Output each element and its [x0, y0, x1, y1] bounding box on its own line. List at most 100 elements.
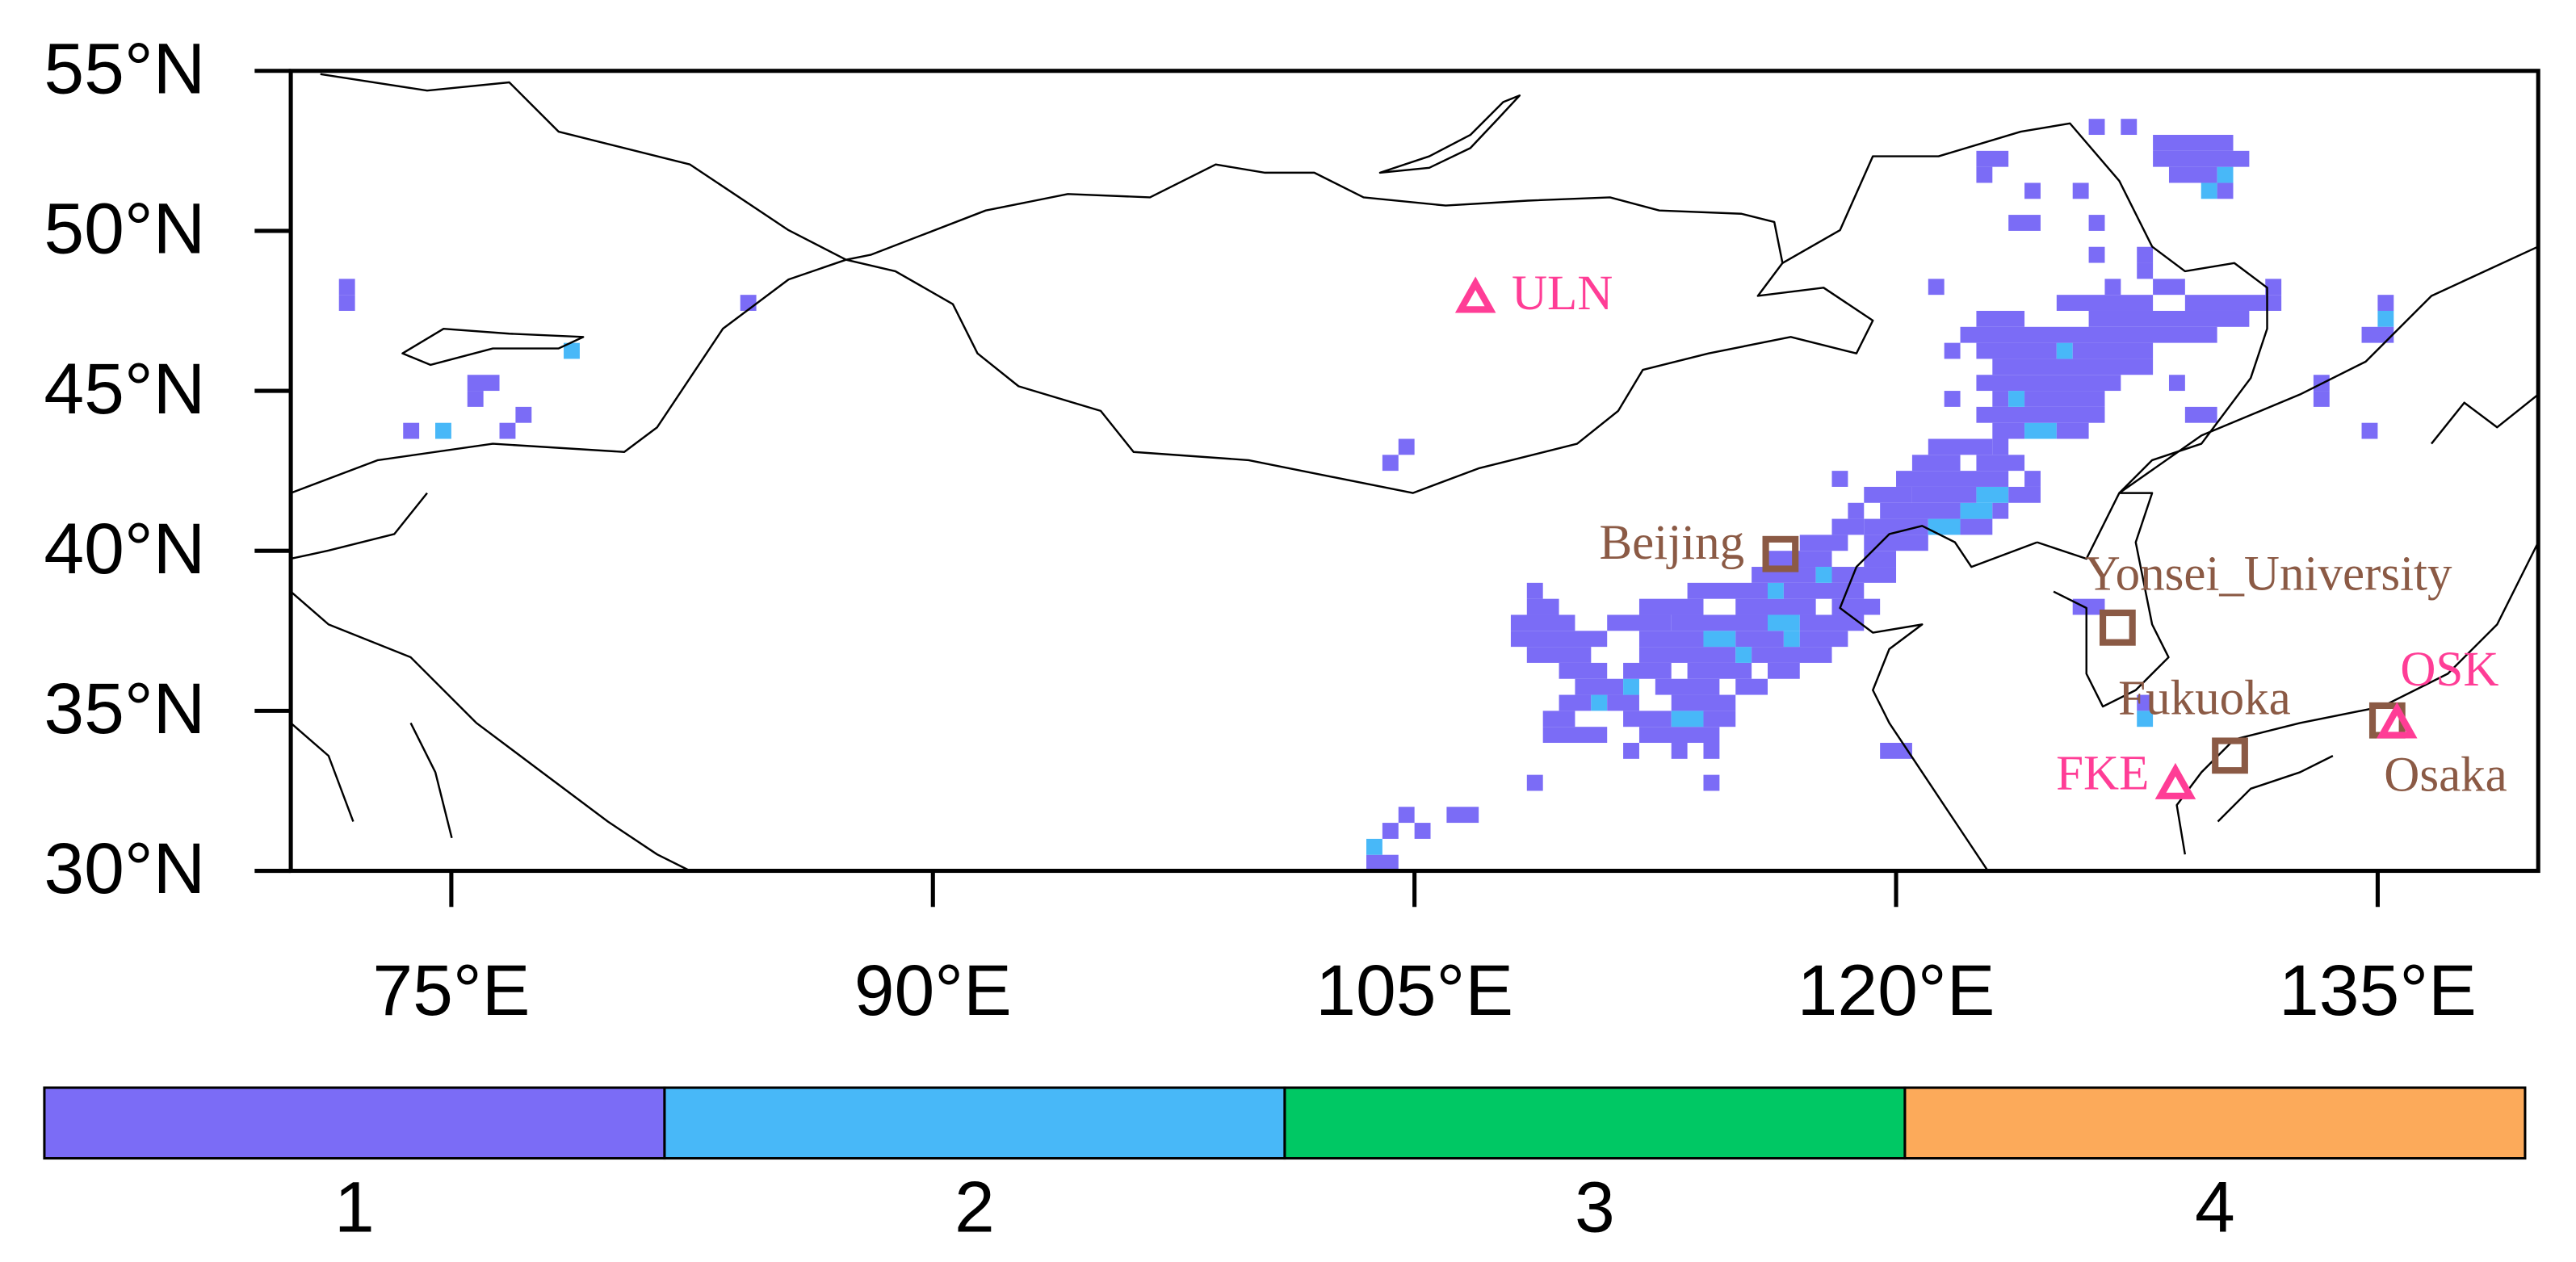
grid-cell [1976, 166, 1993, 183]
grid-cell [1735, 647, 1752, 663]
grid-cell [1382, 823, 1399, 839]
grid-cell [1976, 310, 2025, 327]
grid-cell [2008, 391, 2025, 407]
site-marker [2154, 762, 2196, 799]
grid-cell [1944, 391, 1961, 407]
grid-cell [2217, 166, 2234, 183]
grid-cell [1864, 518, 1928, 535]
grid-cell [1559, 662, 1608, 679]
grid-cell [1880, 502, 1961, 519]
grid-cell [1960, 326, 2217, 343]
grid-cell [1799, 631, 1848, 648]
south-borders [290, 492, 691, 872]
grid-cell [2056, 295, 2154, 311]
grid-cell [1976, 455, 2025, 472]
grid-cell [1526, 774, 1543, 791]
grid-cell [1992, 391, 2009, 407]
lat-tick-label: 35°N [44, 668, 205, 748]
grid-cell [1526, 598, 1559, 615]
grid-cell [1382, 455, 1399, 472]
grid-cell [499, 422, 516, 439]
grid-cell [1767, 614, 1800, 631]
grid-cell [1767, 582, 1784, 599]
grid-cell [1976, 486, 2009, 503]
site-label: Fukuoka [2118, 672, 2291, 726]
grid-cell [1671, 614, 1768, 631]
grid-cell [2168, 166, 2217, 183]
cell-layer [338, 119, 2394, 871]
grid-cell [1767, 662, 1800, 679]
grid-cell [1446, 807, 1479, 824]
grid-cell [2137, 262, 2154, 279]
grid-cell [1864, 551, 1897, 568]
grid-cell [1864, 535, 1928, 551]
grid-cell [1526, 647, 1592, 663]
grid-cell [2361, 326, 2394, 343]
grid-cell [1752, 647, 1832, 663]
grid-cell [1928, 279, 1945, 296]
grid-cell [1815, 567, 1832, 583]
grid-cell [467, 375, 500, 392]
grid-cell [1414, 823, 1431, 839]
china-coast [1839, 525, 2038, 872]
grid-cell [2153, 279, 2185, 296]
lake-baikal [1378, 94, 1521, 174]
lon-tick-label: 90°E [854, 950, 1012, 1030]
grid-cell [1638, 631, 1704, 648]
colorbar-segment [43, 1086, 666, 1160]
colorbar-segment [1283, 1086, 1907, 1160]
grid-cell [1638, 598, 1704, 615]
grid-cell [2024, 391, 2105, 407]
grid-cell [1831, 471, 1848, 487]
grid-cell [1671, 743, 1688, 759]
grid-cell [2121, 119, 2138, 136]
grid-cell [2184, 406, 2217, 423]
grid-cell [2008, 486, 2041, 503]
grid-cell [1559, 694, 1592, 711]
site-label: FKE [2056, 746, 2149, 800]
grid-cell [1398, 438, 1415, 455]
lake-balkhash [401, 327, 585, 367]
grid-cell [1992, 502, 2009, 519]
grid-cell [1831, 567, 1897, 583]
colorbar-label: 4 [2195, 1166, 2235, 1247]
grid-cell [1735, 631, 1784, 648]
grid-cell [1638, 727, 1720, 744]
grid-cell [403, 422, 420, 439]
grid-cell [1398, 807, 1415, 824]
grid-cell [2056, 422, 2089, 439]
grid-cell [1687, 582, 1768, 599]
grid-cell [1976, 375, 2121, 392]
grid-cell [1703, 743, 1720, 759]
china-russia-border [1781, 122, 2268, 494]
lat-tick-label: 45°N [44, 348, 205, 429]
site-marker [2212, 737, 2248, 774]
grid-cell [1992, 438, 2009, 455]
grid-cell [2377, 295, 2394, 311]
grid-cell [1366, 854, 1399, 871]
grid-cell [1671, 694, 1736, 711]
grid-cell [1831, 598, 1881, 615]
grid-cell [1864, 486, 1912, 503]
grid-cell [1976, 406, 2105, 423]
lat-tick-label: 55°N [44, 27, 205, 108]
grid-cell [1607, 694, 1639, 711]
grid-cell [1575, 678, 1624, 695]
site-label: ULN [1512, 266, 1613, 321]
grid-cell [1366, 838, 1382, 855]
grid-cell [2265, 279, 2282, 296]
grid-cell [1623, 678, 1639, 695]
grid-cell [1799, 614, 1865, 631]
grid-cell [1526, 582, 1543, 599]
grid-cell [1703, 631, 1736, 648]
grid-cell [2217, 182, 2234, 199]
grid-cell [1928, 438, 1993, 455]
grid-cell [1655, 678, 1720, 695]
grid-cell [1960, 518, 1993, 535]
grid-cell [2377, 310, 2394, 327]
grid-cell [338, 279, 355, 296]
grid-cell [1976, 342, 2057, 359]
grid-cell [1992, 422, 2025, 439]
colorbar-label: 2 [954, 1166, 995, 1247]
